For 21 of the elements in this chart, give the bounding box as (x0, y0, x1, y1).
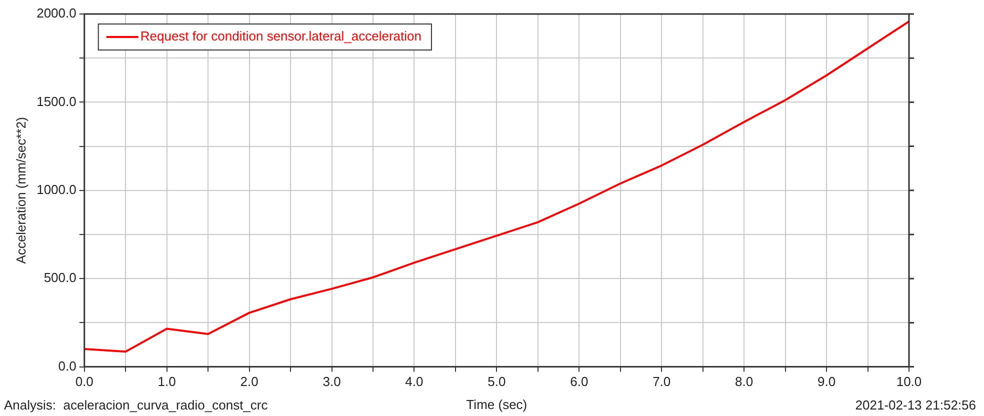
x-tick-label: 8.0 (735, 374, 754, 390)
y-tick-label: 1500.0 (36, 94, 76, 109)
text: Analysis: aceleracion_curva_radio_const_crc (4, 398, 268, 413)
x-tick-label: 5.0 (488, 374, 506, 390)
text: 2021-02-13 21:52:56 (855, 398, 976, 413)
x-tick-label: 10.0 (896, 374, 922, 390)
x-tick-label: 1.0 (158, 374, 176, 390)
y-tick-label: 1000.0 (36, 182, 76, 197)
legend-label: Request for condition sensor.lateral_acceleration (140, 28, 422, 44)
x-tick-label: 0.0 (75, 374, 94, 390)
x-tick-label: 2.0 (240, 374, 258, 390)
y-axis-title: Acceleration (mm/sec**2) (13, 117, 28, 264)
y-tick-label: 0.0 (58, 358, 76, 374)
x-tick-label: 4.0 (405, 374, 424, 390)
y-tick-label: 2000.0 (36, 6, 76, 21)
x-tick-label: 6.0 (570, 374, 588, 390)
x-tick-label: 7.0 (652, 374, 671, 390)
x-tick-label: 9.0 (817, 374, 836, 390)
y-tick-label: 500.0 (44, 270, 76, 286)
x-axis-title: Time (sec) (466, 396, 528, 412)
x-tick-label: 3.0 (322, 374, 341, 390)
